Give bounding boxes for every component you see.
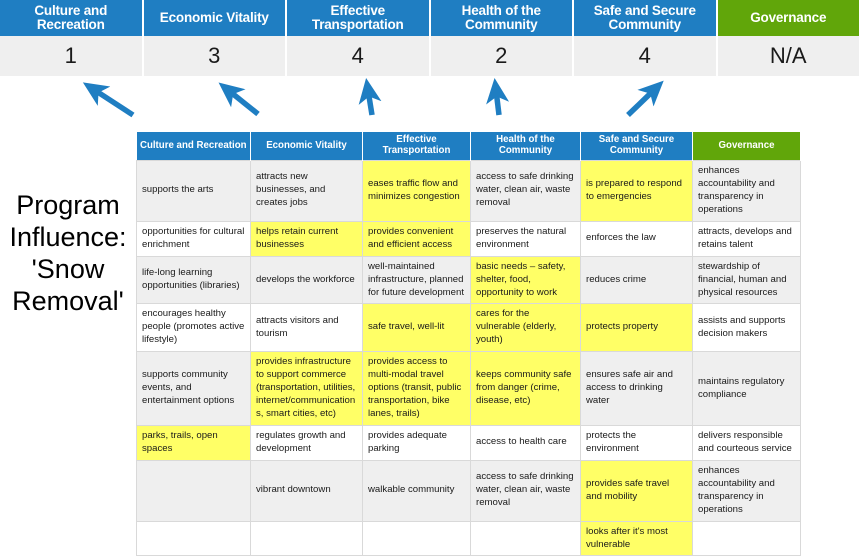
blue-arrow-up-icon-4 <box>496 90 499 115</box>
scorecard-header-economic-vitality: Economic Vitality <box>144 0 288 36</box>
matrix-cell: delivers responsible and courteous servi… <box>693 425 801 460</box>
matrix-cell: well-maintained infrastructure, planned … <box>363 256 471 304</box>
caption-line-3: 'Snow <box>0 254 136 286</box>
matrix-cell: looks after it's most vulnerable <box>581 521 693 556</box>
matrix-cell: eases traffic flow and minimizes congest… <box>363 161 471 222</box>
scorecard-header-effective-transportation: Effective Transportation <box>287 0 431 36</box>
scorecard-value-safe-and-secure-community: 4 <box>574 36 718 76</box>
matrix-cell: regulates growth and development <box>251 425 363 460</box>
matrix-cell: attracts, develops and retains talent <box>693 221 801 256</box>
matrix-cell: enhances accountability and transparency… <box>693 161 801 222</box>
caption-line-2: Influence: <box>0 222 136 254</box>
matrix-header-economic-vitality: Economic Vitality <box>251 132 363 161</box>
table-row: encourages healthy people (promotes acti… <box>137 304 801 352</box>
scorecard-value-governance: N/A <box>718 36 859 76</box>
matrix-cell: access to safe drinking water, clean air… <box>471 460 581 521</box>
matrix-cell: is prepared to respond to emergencies <box>581 161 693 222</box>
matrix-cell: access to health care <box>471 425 581 460</box>
scorecard-top-band: Culture and Recreation Economic Vitality… <box>0 0 859 76</box>
matrix-cell: preserves the natural environment <box>471 221 581 256</box>
program-influence-caption: Program Influence: 'Snow Removal' <box>0 190 136 317</box>
matrix-header-safe-and-secure-community: Safe and Secure Community <box>581 132 693 161</box>
scorecard-header-culture-and-recreation: Culture and Recreation <box>0 0 144 36</box>
matrix-cell: parks, trails, open spaces <box>137 425 251 460</box>
matrix-cell: develops the workforce <box>251 256 363 304</box>
matrix-cell: safe travel, well-lit <box>363 304 471 352</box>
scorecard-header-health-of-the-community: Health of the Community <box>431 0 575 36</box>
matrix-cell: stewardship of financial, human and phys… <box>693 256 801 304</box>
matrix-cell: attracts visitors and tourism <box>251 304 363 352</box>
matrix-cell: maintains regulatory compliance <box>693 352 801 426</box>
matrix-cell: protects property <box>581 304 693 352</box>
matrix-cell <box>363 521 471 556</box>
matrix-cell: keeps community safe from danger (crime,… <box>471 352 581 426</box>
matrix-cell <box>137 521 251 556</box>
matrix-header-effective-transportation: Effective Transportation <box>363 132 471 161</box>
matrix-cell: basic needs – safety, shelter, food, opp… <box>471 256 581 304</box>
scorecard-value-row: 1 3 4 2 4 N/A <box>0 36 859 76</box>
matrix-cell: ensures safe air and access to drinking … <box>581 352 693 426</box>
scorecard-value-economic-vitality: 3 <box>144 36 288 76</box>
matrix-cell: access to safe drinking water, clean air… <box>471 161 581 222</box>
table-row: looks after it's most vulnerable <box>137 521 801 556</box>
caption-line-1: Program <box>0 190 136 222</box>
matrix-cell: supports the arts <box>137 161 251 222</box>
scorecard-header-row: Culture and Recreation Economic Vitality… <box>0 0 859 36</box>
arrow-connector-layer <box>0 76 859 136</box>
influence-matrix-wrapper: Culture and Recreation Economic Vitality… <box>136 132 801 556</box>
scorecard-header-governance: Governance <box>718 0 859 36</box>
matrix-cell: walkable community <box>363 460 471 521</box>
matrix-cell: assists and supports decision makers <box>693 304 801 352</box>
scorecard-header-safe-and-secure-community: Safe and Secure Community <box>574 0 718 36</box>
matrix-cell <box>251 521 363 556</box>
matrix-cell: supports community events, and entertain… <box>137 352 251 426</box>
matrix-cell: provides safe travel and mobility <box>581 460 693 521</box>
matrix-cell: provides convenient and efficient access <box>363 221 471 256</box>
matrix-cell: life-long learning opportunities (librar… <box>137 256 251 304</box>
blue-arrow-up-icon-3 <box>368 90 372 115</box>
matrix-header-governance: Governance <box>693 132 801 161</box>
matrix-cell: vibrant downtown <box>251 460 363 521</box>
matrix-header-row: Culture and Recreation Economic Vitality… <box>137 132 801 161</box>
matrix-cell: encourages healthy people (promotes acti… <box>137 304 251 352</box>
matrix-cell <box>137 460 251 521</box>
matrix-cell: helps retain current businesses <box>251 221 363 256</box>
matrix-cell: enhances accountability and transparency… <box>693 460 801 521</box>
matrix-header-culture-and-recreation: Culture and Recreation <box>137 132 251 161</box>
matrix-cell: opportunities for cultural enrichment <box>137 221 251 256</box>
blue-arrow-up-left-icon-2 <box>228 90 258 114</box>
matrix-cell: attracts new businesses, and creates job… <box>251 161 363 222</box>
scorecard-value-health-of-the-community: 2 <box>431 36 575 76</box>
matrix-cell: reduces crime <box>581 256 693 304</box>
scorecard-value-effective-transportation: 4 <box>287 36 431 76</box>
scorecard-value-culture-and-recreation: 1 <box>0 36 144 76</box>
matrix-cell: cares for the vulnerable (elderly, youth… <box>471 304 581 352</box>
blue-arrow-up-left-icon-1 <box>93 89 133 115</box>
caption-line-4: Removal' <box>0 286 136 318</box>
matrix-header-health-of-the-community: Health of the Community <box>471 132 581 161</box>
matrix-cell <box>693 521 801 556</box>
table-row: supports community events, and entertain… <box>137 352 801 426</box>
matrix-cell: enforces the law <box>581 221 693 256</box>
matrix-cell: provides infrastructure to support comme… <box>251 352 363 426</box>
matrix-cell: protects the environment <box>581 425 693 460</box>
matrix-cell <box>471 521 581 556</box>
influence-matrix-table: Culture and Recreation Economic Vitality… <box>136 132 801 556</box>
matrix-cell: provides access to multi-modal travel op… <box>363 352 471 426</box>
matrix-cell: provides adequate parking <box>363 425 471 460</box>
table-row: life-long learning opportunities (librar… <box>137 256 801 304</box>
blue-arrow-up-right-icon-5 <box>628 89 655 115</box>
